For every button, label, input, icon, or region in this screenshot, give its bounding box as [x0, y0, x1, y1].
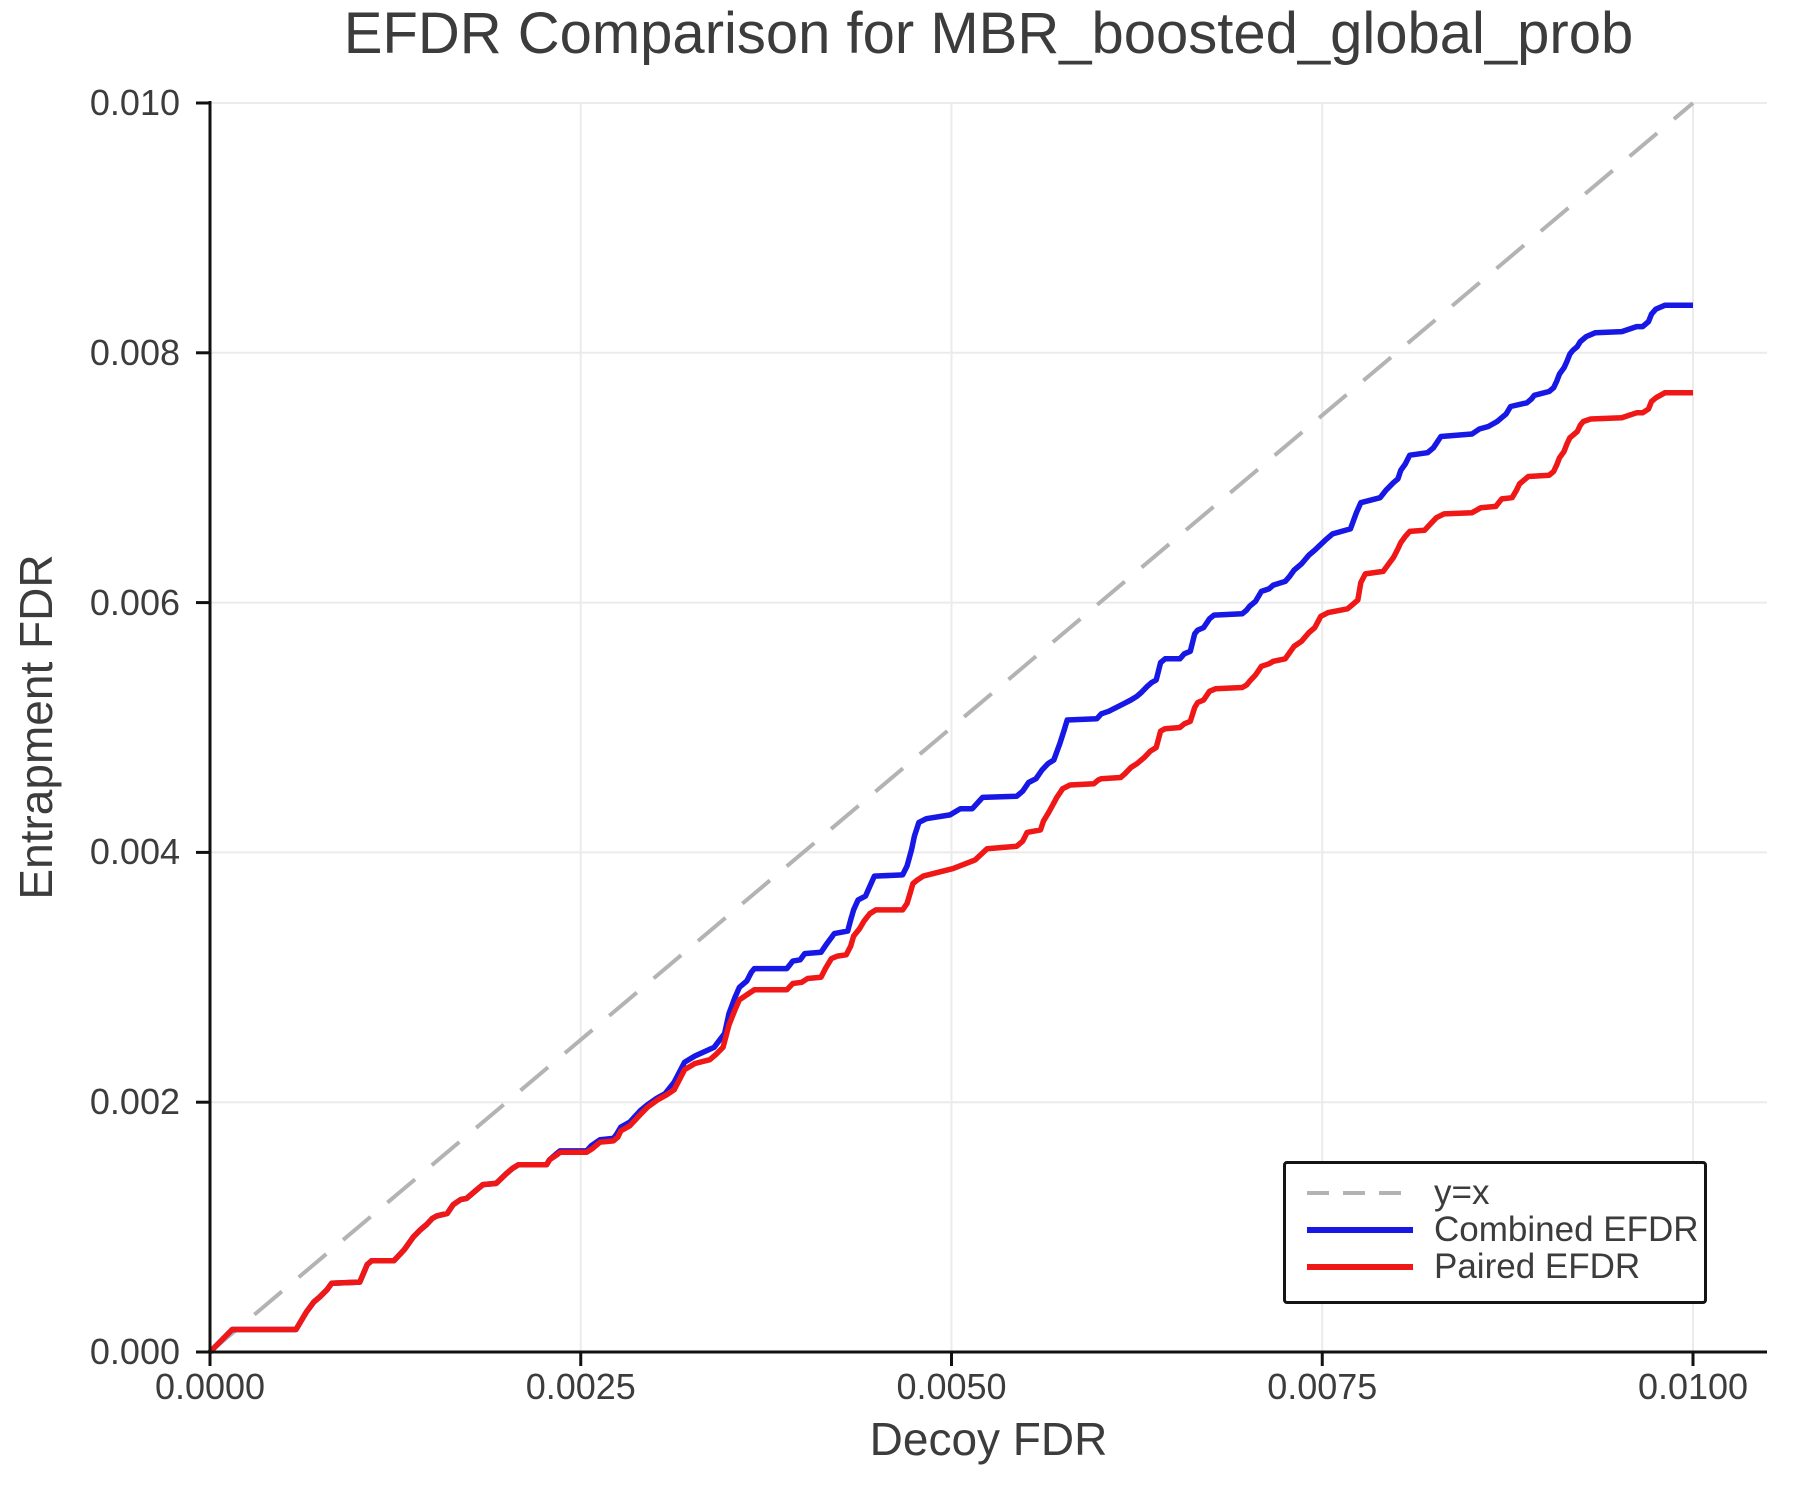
legend-label-paired-efdr: Paired EFDR [1434, 1246, 1641, 1286]
legend-label-yx: y=x [1434, 1172, 1490, 1212]
legend-row-combined-efdr: Combined EFDR [1304, 1209, 1704, 1249]
legend-row-paired-efdr: Paired EFDR [1304, 1246, 1704, 1286]
gridlines [210, 102, 1767, 1352]
series-lines [208, 101, 1695, 1354]
combined-efdr-line-sample-icon [1307, 1226, 1413, 1233]
yx-reference-line [208, 101, 1695, 1354]
y-axis-label: Entrapment FDR [10, 554, 62, 900]
legend-label-combined-efdr: Combined EFDR [1434, 1209, 1699, 1249]
yx-line-sample-icon [1307, 1190, 1413, 1195]
legend: y=x Combined EFDR Paired EFDR [1283, 1161, 1707, 1304]
paired-efdr-line-sample-icon [1307, 1263, 1413, 1270]
paired-efdr-line [208, 390, 1693, 1354]
x-axis-label: Decoy FDR [869, 1413, 1108, 1465]
chart-title: EFDR Comparison for MBR_boosted_global_p… [343, 1, 1634, 66]
axes-spines-and-ticks [196, 101, 1767, 1366]
legend-row-yx: y=x [1304, 1172, 1704, 1212]
